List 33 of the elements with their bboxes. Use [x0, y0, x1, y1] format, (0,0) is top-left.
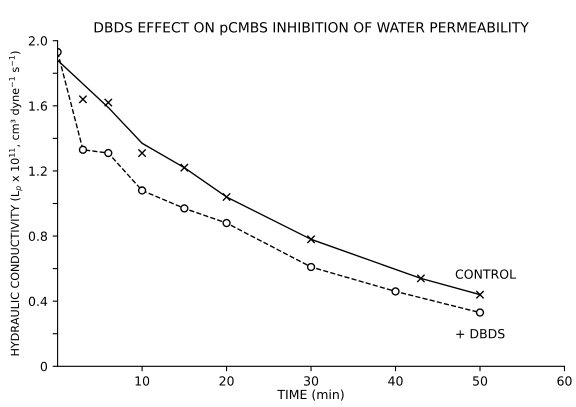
series-label: CONTROL [456, 269, 516, 279]
y-tick-label: 1.2 [29, 166, 47, 176]
x-tick-label: 50 [473, 376, 488, 386]
series-label: + DBDS [456, 328, 505, 338]
point [476, 290, 484, 300]
text: HYDRAULIC CONDUCTIVITY (L$_{p}$ x 10$^{11}$, cm³ dyne$^{−1}$ s$^{−1}$) [9, 52, 22, 356]
point [78, 146, 88, 154]
point [222, 192, 231, 202]
x-tick-label: 20 [220, 376, 234, 386]
point [138, 186, 146, 195]
y-tick-label: 1.6 [29, 101, 48, 111]
point [476, 308, 484, 317]
x-axis-title: TIME (min) [277, 390, 344, 401]
point [180, 204, 188, 213]
y-tick-label: 0 [40, 362, 48, 372]
point [306, 234, 316, 244]
point [306, 262, 316, 272]
x-tick-label: 30 [304, 376, 318, 386]
y-tick-label: 2.0 [28, 36, 48, 46]
y-tick-label: 0.4 [28, 296, 48, 306]
x-tick-label: 40 [388, 376, 403, 386]
y-tick-label: 0.8 [28, 232, 48, 241]
x-tick-label: 60 [557, 376, 572, 386]
point [104, 148, 112, 158]
point [416, 274, 426, 283]
x-tick-label: 10 [136, 376, 150, 386]
point [78, 94, 88, 104]
chart-title: DBDS EFFECT ON pCMBS INHIBITION OF WATER PERMEABILITY [94, 22, 529, 36]
point [138, 148, 146, 158]
point [104, 98, 113, 107]
point [391, 287, 400, 296]
point [222, 218, 231, 228]
point [180, 163, 189, 172]
